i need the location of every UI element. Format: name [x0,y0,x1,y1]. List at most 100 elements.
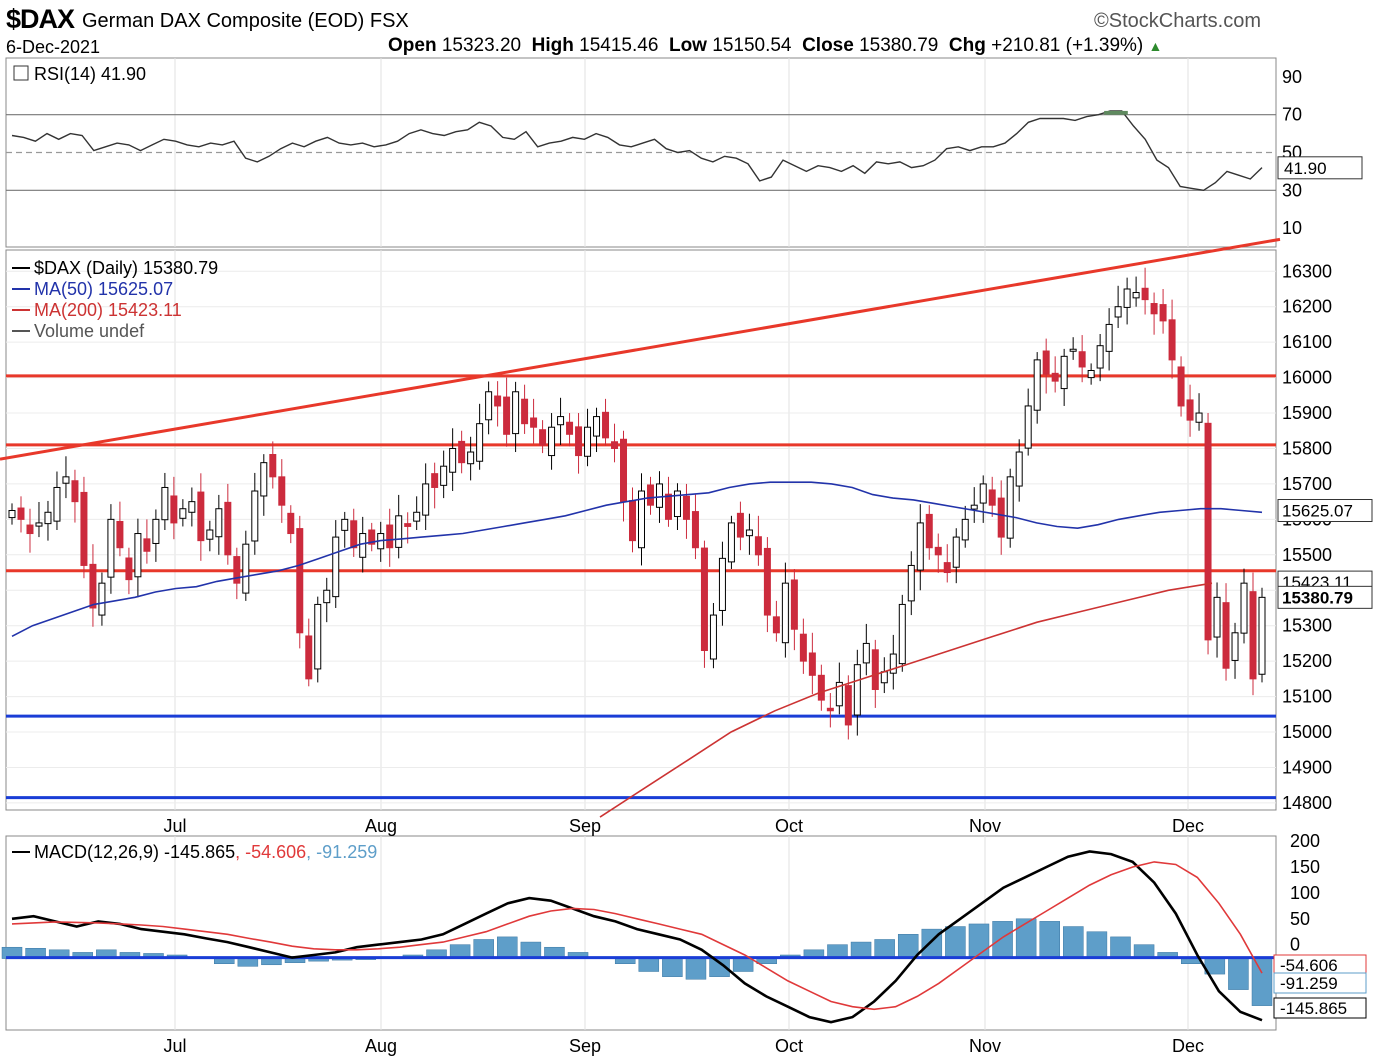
candle-body [485,391,493,421]
candle [1060,348,1068,406]
candle-body [386,524,394,549]
candle-body [395,515,403,548]
candle [1123,277,1131,325]
candle [170,476,178,540]
candle-body [1150,303,1158,315]
candle [512,381,520,453]
candle-body [26,524,34,535]
candle [988,476,996,517]
candle-body [251,490,259,542]
candle-body [1222,602,1230,669]
candle [593,407,601,453]
candle [997,480,1005,555]
candle [53,471,61,530]
ma50-line [11,481,1263,638]
candle [835,662,843,715]
macd-hist-bar [497,936,518,959]
candle [1249,572,1257,696]
candle-body [952,536,960,568]
candle [709,603,717,669]
candle [152,509,160,562]
close-value: 15380.79 [859,35,939,56]
candle [269,441,277,489]
candle [1231,622,1239,679]
candle-body [1015,451,1023,487]
candle-body [664,493,672,520]
candle-body [584,426,592,457]
x-tick-label: Dec [1172,816,1204,836]
candle [1132,276,1140,307]
price-y-tick: 16100 [1282,332,1332,352]
symbol-title: $DAX [6,4,75,34]
rsi-y-tick: 90 [1282,67,1302,87]
candle-body [907,564,915,602]
candle-body [404,523,412,527]
candle [916,504,924,591]
candle-body [314,603,322,670]
candle [557,397,565,445]
candle [781,562,789,658]
candle [961,505,969,548]
candle-body [790,579,798,630]
candle [188,487,196,527]
candle-body [539,429,547,446]
candle-body [1195,412,1203,423]
macd-hist-bar [662,957,683,977]
candle-body [745,529,753,537]
candle-body [296,528,304,634]
candle-body [440,465,448,486]
macd-hist-bar [638,957,660,972]
rsi-legend: RSI(14) 41.90 [34,64,146,84]
macd-value-tag: -54.606 [1280,956,1338,975]
candle [673,483,681,530]
macd-hist-bar [1039,921,1060,959]
candle [1042,338,1050,394]
candle-body [1114,306,1122,318]
candle-body [566,421,574,435]
candle [107,504,115,594]
macd-hist-bar [968,923,990,959]
candle [907,551,915,616]
candle-body [961,518,969,541]
macd-hist-bar [874,939,895,959]
x-tick-label: Aug [365,1036,397,1056]
low-value: 15150.54 [712,35,792,56]
candle [566,413,574,447]
candle [530,398,538,444]
candle [521,384,529,434]
macd-hist-bar [1015,918,1037,959]
candle-body [871,649,879,690]
candle [1222,583,1230,681]
candle-body [89,563,97,609]
candle [26,508,34,553]
candle [494,381,502,427]
candle [1204,413,1212,655]
candle-body [862,642,870,664]
candle-body [646,484,654,506]
candle-body [170,495,178,524]
candle [1015,439,1023,502]
candle-body [602,411,610,439]
candle-body [224,501,232,556]
candle-body [467,451,475,465]
candle [1087,363,1095,385]
candle-body [1249,591,1257,680]
low-label: Low [668,35,707,56]
candle-body [709,614,717,660]
macd-y-tick: 200 [1290,831,1320,851]
candle [826,693,834,728]
candle-body [1024,405,1032,449]
high-value: 15415.46 [579,35,659,56]
candle-body [341,518,349,531]
candle [215,494,223,555]
price-y-tick: 15700 [1282,474,1332,494]
ohlc-summary: Open 15323.20 High 15415.46 Low 15150.54… [388,35,1162,57]
price-legend-item: MA(200) 15423.11 [34,300,182,320]
candle-body [116,520,124,549]
candle [485,381,493,435]
macd-legend-part: , -54.606 [235,842,306,862]
candle [1195,393,1203,431]
candle [260,454,268,516]
candle [1024,388,1032,456]
candle-body [1186,399,1194,421]
